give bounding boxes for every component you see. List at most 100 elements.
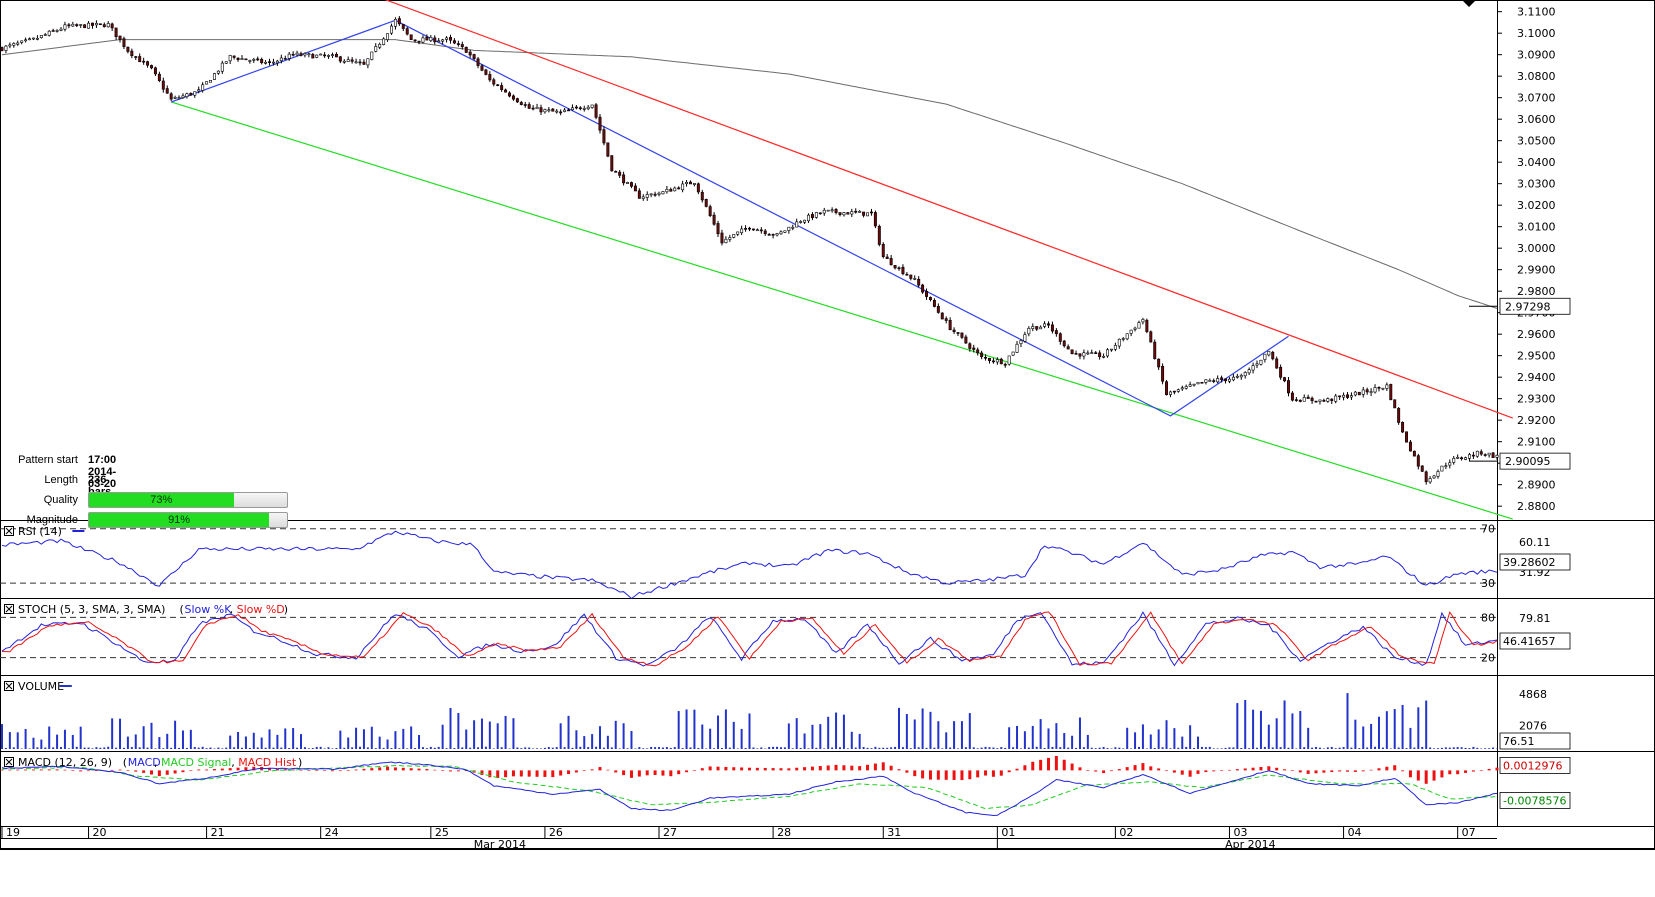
candle-body xyxy=(1113,345,1117,350)
candle xyxy=(1109,348,1113,352)
volume-bar xyxy=(1311,747,1314,749)
macd-hist-bar xyxy=(1283,769,1287,771)
volume-bar xyxy=(87,747,90,749)
macd-hist-bar xyxy=(1298,770,1302,773)
candle-body xyxy=(995,359,999,363)
candle-body xyxy=(830,209,834,212)
candle-body xyxy=(885,256,889,259)
macd-title: MACD (12, 26, 9) xyxy=(18,756,112,769)
volume-bar xyxy=(709,728,712,749)
candle xyxy=(633,183,637,192)
volume-bar xyxy=(95,747,98,749)
volume-bar xyxy=(673,747,676,749)
macd-hist-bar xyxy=(504,770,508,778)
macd-legend-1: MACD Signal xyxy=(161,756,231,769)
volume-bar xyxy=(1476,747,1479,749)
macd-hist-bar xyxy=(1479,770,1483,771)
candle-body xyxy=(1180,387,1184,390)
candle xyxy=(374,43,378,53)
volume-bar xyxy=(469,747,472,749)
candle xyxy=(1267,351,1271,357)
volume-bar xyxy=(1346,693,1349,749)
candle-body xyxy=(960,332,964,338)
volume-bar xyxy=(1216,748,1219,749)
volume-bar xyxy=(268,729,271,749)
macd-hist-bar xyxy=(496,770,500,778)
volume-bar xyxy=(1169,748,1172,749)
date-tick-label: 27 xyxy=(663,826,677,839)
macd-hist-bar xyxy=(1220,770,1224,771)
candle xyxy=(1263,353,1267,363)
volume-bar xyxy=(1173,728,1176,749)
volume-bar xyxy=(355,727,358,749)
macd-hist-bar xyxy=(173,770,177,774)
candle-body xyxy=(720,232,724,244)
volume-bar xyxy=(126,736,129,749)
volume-bar xyxy=(1452,747,1455,749)
macd-hist-bar xyxy=(480,770,484,775)
macd-hist-bar xyxy=(842,765,846,771)
candle-body xyxy=(547,109,551,112)
month-label: Apr 2014 xyxy=(1225,838,1276,851)
volume-bar xyxy=(949,747,952,749)
candle-body xyxy=(523,104,527,106)
candle xyxy=(755,228,759,232)
macd-hist-bar xyxy=(787,768,791,771)
candle-body xyxy=(1314,400,1318,403)
candle-body xyxy=(901,266,905,275)
price-tick-label: 3.0100 xyxy=(1517,221,1556,234)
volume-bar xyxy=(280,747,283,749)
volume-bar xyxy=(60,747,63,749)
volume-bar xyxy=(240,747,243,749)
candle xyxy=(161,77,165,93)
candle-body xyxy=(1401,421,1405,433)
candle-body xyxy=(988,358,991,361)
candle xyxy=(1255,360,1259,369)
volume-bar xyxy=(1244,699,1247,749)
volume-bar xyxy=(1279,747,1282,749)
volume-bar xyxy=(1385,711,1388,749)
candle xyxy=(283,55,287,60)
macd-hist-bar xyxy=(1377,768,1381,771)
candle xyxy=(338,55,342,64)
volume-bar xyxy=(1315,746,1318,749)
volume-bar xyxy=(1098,747,1101,749)
candle xyxy=(708,204,712,218)
last-price-label: 2.90095 xyxy=(1469,452,1571,470)
volume-bar xyxy=(1043,748,1046,749)
candle xyxy=(563,108,567,113)
candle xyxy=(212,72,216,81)
pattern-quality-label: Quality xyxy=(43,494,78,506)
candle-body xyxy=(452,40,456,44)
candle-body xyxy=(1302,397,1306,402)
macd-hist-bar xyxy=(31,769,35,771)
macd-hist-bar xyxy=(1385,766,1389,771)
candle xyxy=(102,22,106,28)
macd-hist-bar xyxy=(606,769,610,771)
candle-body xyxy=(838,212,842,215)
candle xyxy=(1483,453,1487,457)
volume-bar xyxy=(669,747,672,749)
price-tick-label: 3.0600 xyxy=(1517,113,1556,126)
date-tick-label: 02 xyxy=(1119,826,1133,839)
candle xyxy=(1106,348,1109,358)
candle xyxy=(862,211,866,218)
candle xyxy=(1436,469,1440,479)
candle xyxy=(692,183,696,187)
candle xyxy=(704,198,708,208)
candle xyxy=(901,264,905,276)
volume-bar xyxy=(1071,735,1074,749)
candle-body xyxy=(968,343,972,349)
candle xyxy=(767,232,771,236)
volume-bar xyxy=(390,748,393,749)
macd-hist-bar xyxy=(724,766,728,771)
candle-body xyxy=(350,59,354,62)
candle-body xyxy=(71,23,75,27)
candle xyxy=(1066,344,1070,350)
macd-hist-bar xyxy=(1275,767,1279,771)
candle-body xyxy=(275,60,279,64)
macd-hist-bar xyxy=(1471,770,1475,772)
candle xyxy=(216,70,220,75)
volume-bar xyxy=(1405,748,1408,749)
volume-bar xyxy=(921,708,924,749)
